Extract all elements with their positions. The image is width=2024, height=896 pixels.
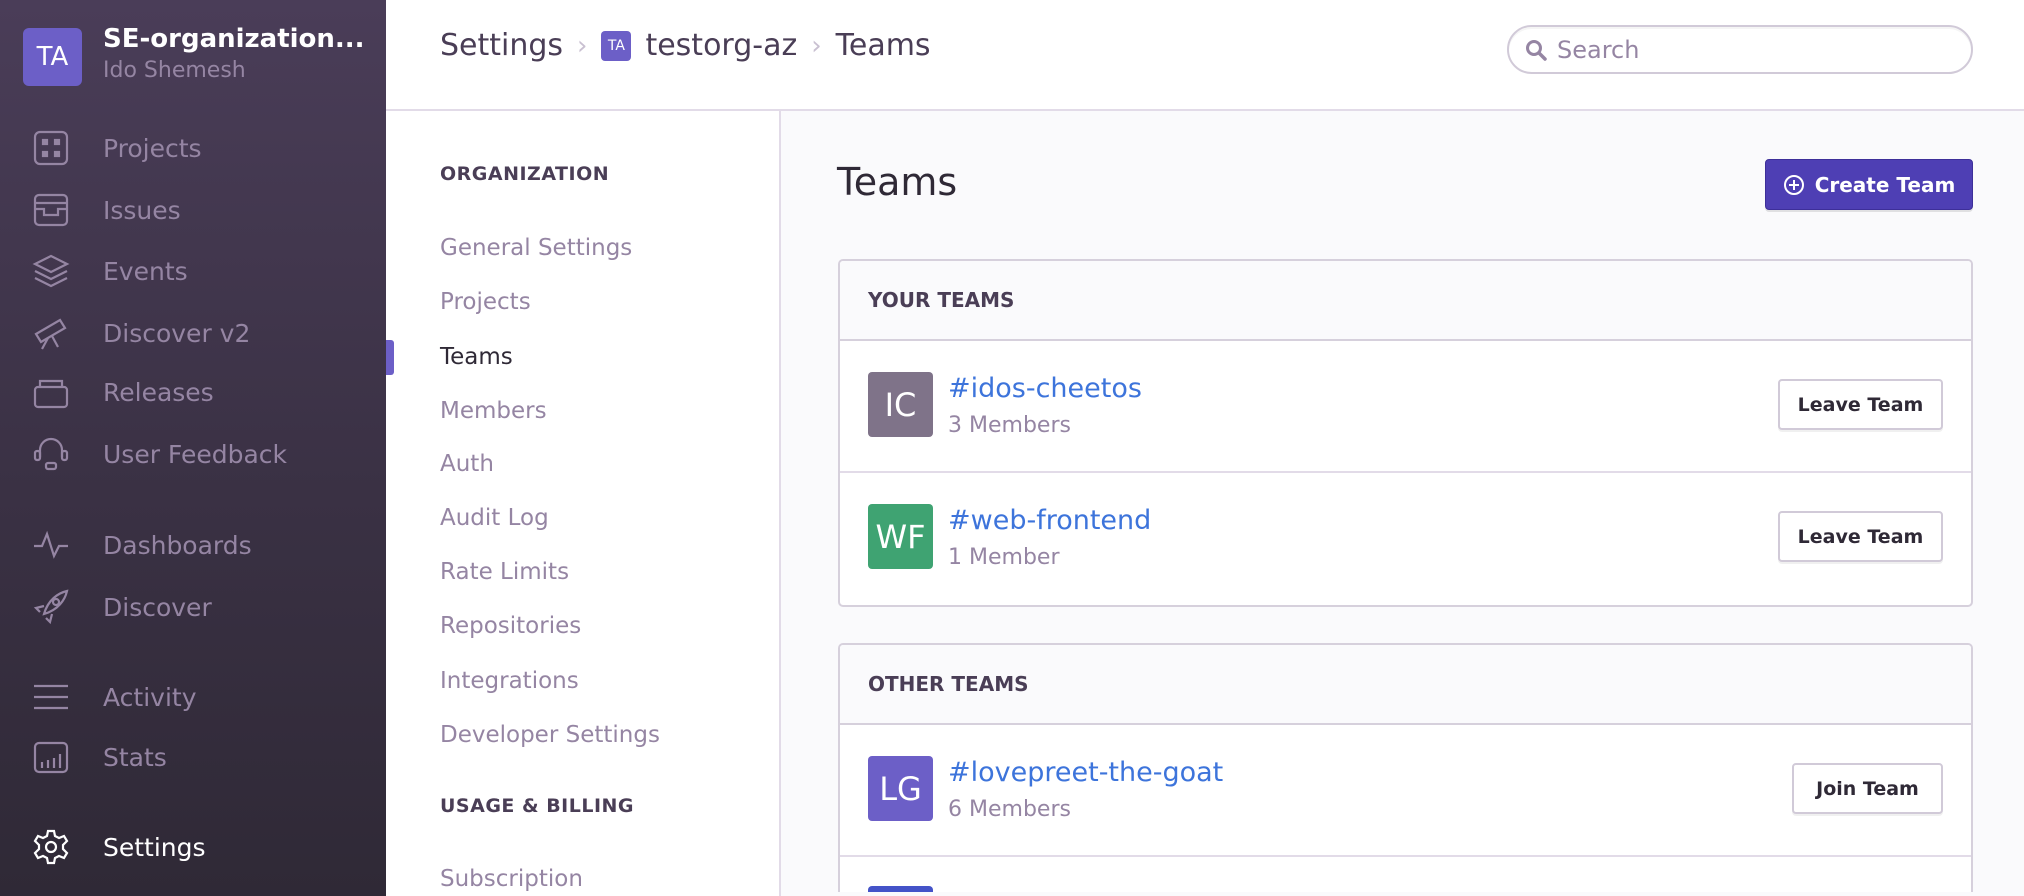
settings-nav-auth[interactable]: Auth [440,451,494,477]
create-team-button[interactable]: Create Team [1765,159,1973,210]
sidebar-item-discover[interactable]: Discover [0,582,386,632]
settings-nav-teams[interactable]: Teams [440,344,513,370]
other-teams-header: OTHER TEAMS [840,645,1971,725]
sidebar-item-label: Activity [103,682,197,712]
sidebar-item-label: Events [103,256,188,286]
org-avatar-small: TA [601,30,632,61]
settings-nav-repositories[interactable]: Repositories [440,613,582,639]
settings-nav-developer-settings[interactable]: Developer Settings [440,722,660,748]
your-teams-panel: YOUR TEAMS IC #idos-cheetos 3 Members Le… [838,259,1973,607]
team-row: LG #lovepreet-the-goat 6 Members Join Te… [840,725,1971,857]
breadcrumb-teams[interactable]: Teams [835,28,931,63]
org-name[interactable]: SE-organization... [103,24,365,54]
team-row-partial [840,857,1971,892]
gear-icon [33,829,69,865]
sidebar-item-settings[interactable]: Settings [0,822,386,872]
sidebar-item-user-feedback[interactable]: User Feedback [0,429,386,479]
team-row: WF #web-frontend 1 Member Leave Team [840,473,1971,605]
settings-nav-members[interactable]: Members [440,398,547,424]
breadcrumb: Settings › TA testorg-az › Teams [440,28,931,63]
user-name: Ido Shemesh [103,58,246,83]
search-icon [1526,39,1547,61]
team-avatar: LG [868,756,933,821]
telescope-icon [34,318,67,350]
settings-nav-subscription[interactable]: Subscription [440,866,583,892]
issues-icon [33,193,69,227]
top-header: Settings › TA testorg-az › Teams [386,0,2024,111]
sidebar: TA SE-organization... Ido Shemesh Projec… [0,0,386,896]
team-avatar: WF [868,504,933,569]
sidebar-item-label: Settings [103,832,206,862]
section-usage-billing: USAGE & BILLING [440,795,635,817]
org-avatar[interactable]: TA [23,28,82,86]
your-teams-header: YOUR TEAMS [840,261,1971,341]
sidebar-item-label: Projects [103,133,202,163]
breadcrumb-settings[interactable]: Settings [440,28,564,63]
plus-circle-icon [1783,174,1804,195]
team-member-count: 3 Members [948,413,1071,438]
stats-icon [33,741,69,774]
team-name-link[interactable]: #web-frontend [948,505,1152,536]
settings-nav-integrations[interactable]: Integrations [440,668,579,694]
sidebar-item-releases[interactable]: Releases [0,367,386,417]
team-member-count: 6 Members [948,797,1071,822]
sidebar-item-label: Discover v2 [103,318,251,348]
sidebar-item-discover-v2[interactable]: Discover v2 [0,308,386,358]
sidebar-item-label: Releases [103,377,214,407]
releases-icon [33,379,69,409]
section-organization: ORGANIZATION [440,163,610,185]
sidebar-item-stats[interactable]: Stats [0,732,386,782]
active-indicator [386,340,394,375]
sidebar-item-label: User Feedback [103,439,287,469]
chevron-right-icon: › [577,30,588,61]
sidebar-item-issues[interactable]: Issues [0,185,386,235]
team-avatar: IC [868,372,933,437]
layers-icon [32,254,70,288]
sidebar-item-events[interactable]: Events [0,246,386,296]
sidebar-item-label: Dashboards [103,530,252,560]
sidebar-item-dashboards[interactable]: Dashboards [0,520,386,570]
sidebar-item-label: Issues [103,195,181,225]
pulse-icon [34,530,68,559]
settings-nav: ORGANIZATION General Settings Projects T… [386,111,781,896]
team-name-link[interactable]: #lovepreet-the-goat [948,757,1224,788]
rocket-icon [33,589,69,625]
page-title: Teams [837,160,958,204]
join-team-button[interactable]: Join Team [1792,763,1943,814]
team-name-link[interactable]: #idos-cheetos [948,373,1142,404]
list-icon [34,684,68,710]
projects-icon [33,130,69,166]
support-icon [33,437,69,471]
other-teams-panel: OTHER TEAMS LG #lovepreet-the-goat 6 Mem… [838,643,1973,892]
team-member-count: 1 Member [948,545,1060,570]
team-row: IC #idos-cheetos 3 Members Leave Team [840,341,1971,473]
sidebar-item-label: Stats [103,742,167,772]
settings-nav-general-settings[interactable]: General Settings [440,235,633,261]
sidebar-item-label: Discover [103,592,212,622]
create-team-label: Create Team [1814,172,1956,197]
team-avatar [868,886,933,892]
search-input[interactable] [1557,35,1957,64]
settings-nav-projects[interactable]: Projects [440,289,531,315]
search-box[interactable] [1507,25,1973,74]
settings-nav-rate-limits[interactable]: Rate Limits [440,559,570,585]
settings-nav-audit-log[interactable]: Audit Log [440,505,549,531]
chevron-right-icon: › [811,30,822,61]
sidebar-item-projects[interactable]: Projects [0,123,386,173]
leave-team-button[interactable]: Leave Team [1778,379,1943,430]
breadcrumb-org[interactable]: testorg-az [645,28,798,63]
sidebar-item-activity[interactable]: Activity [0,672,386,722]
leave-team-button[interactable]: Leave Team [1778,511,1943,562]
